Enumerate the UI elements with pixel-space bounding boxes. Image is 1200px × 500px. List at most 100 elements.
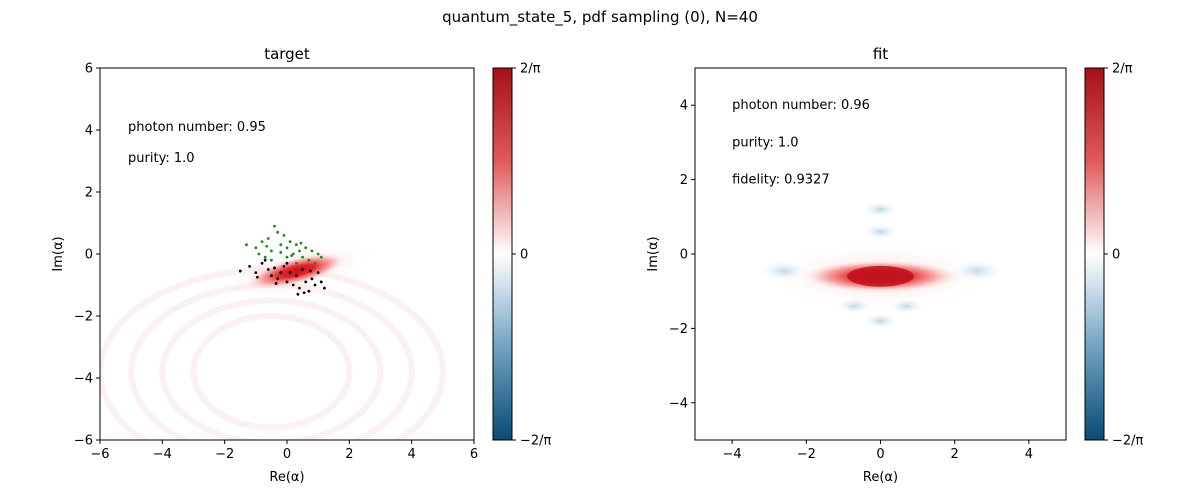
- blob-core: [244, 252, 348, 290]
- x-tick-label: 2: [951, 447, 959, 462]
- sample-point-black: [255, 275, 259, 279]
- sample-point-green: [245, 243, 248, 247]
- sample-point-black: [308, 269, 312, 273]
- sample-point-black: [307, 289, 311, 293]
- y-tick-label: −2: [669, 322, 688, 337]
- annotation-text: purity: 1.0: [732, 135, 798, 150]
- sample-point-green: [270, 249, 273, 253]
- ripple-ring: [190, 313, 353, 431]
- x-tick-label: −6: [90, 447, 109, 462]
- x-tick-label: 2: [345, 447, 353, 462]
- sample-point-black: [304, 280, 308, 284]
- sample-point-green: [288, 240, 292, 244]
- x-tick-label: −2: [215, 447, 234, 462]
- sample-point-black: [291, 283, 295, 287]
- sample-point-black: [288, 271, 292, 274]
- sample-point-black: [285, 261, 289, 265]
- annotation-text: photon number: 0.95: [128, 120, 266, 135]
- sample-point-black: [279, 271, 283, 274]
- sample-point-green: [319, 255, 323, 259]
- x-tick-label: 4: [408, 447, 416, 462]
- sample-point-green: [304, 246, 308, 250]
- sample-point-green: [313, 261, 317, 265]
- sample-point-black: [301, 268, 304, 271]
- sample-point-green: [310, 249, 314, 253]
- annotation-text: purity: 1.0: [128, 151, 194, 166]
- sample-point-green: [298, 249, 301, 253]
- colorbar-tick-label: 2/π: [1112, 62, 1133, 77]
- sample-point-black: [319, 280, 323, 284]
- sample-point-black: [296, 292, 300, 296]
- x-axis-label: Re(α): [269, 470, 304, 485]
- y-tick-label: −4: [669, 396, 688, 411]
- x-axis-label: Re(α): [863, 470, 898, 485]
- sample-point-green: [257, 252, 261, 256]
- negative-fringe: [861, 201, 900, 218]
- colorbar-tick-label: 0: [1112, 248, 1120, 263]
- sample-point-green: [285, 246, 289, 250]
- negative-fringe: [861, 223, 900, 240]
- annotation-text: fidelity: 0.9327: [732, 173, 830, 188]
- sample-point-green: [279, 251, 283, 254]
- sample-point-black: [263, 258, 267, 262]
- sample-point-green: [273, 224, 276, 228]
- sample-point-green: [290, 254, 294, 257]
- sample-point-black: [302, 291, 306, 295]
- sample-point-black: [298, 286, 301, 290]
- sample-point-green: [254, 246, 258, 250]
- sample-point-black: [313, 283, 317, 287]
- panel-fit: −4 −2 0 2 4 −4 −2 0 2 4 fit Re(α) Im(α) photon number…: [646, 45, 1144, 485]
- sample-point-green: [276, 230, 280, 234]
- blob-peak: [847, 265, 914, 287]
- sample-point-green: [307, 258, 311, 262]
- sample-point-black: [316, 271, 320, 274]
- sample-point-green: [294, 243, 298, 247]
- x-tick-label: −4: [723, 447, 742, 462]
- x-tick-label: 0: [283, 447, 291, 462]
- x-tick-label: 6: [470, 447, 478, 462]
- sample-point-black: [270, 274, 273, 278]
- y-tick-label: −6: [74, 434, 93, 449]
- y-tick-label: 2: [680, 173, 688, 188]
- y-tick-label: −2: [74, 310, 93, 325]
- y-tick-label: 2: [85, 186, 93, 201]
- y-tick-label: 4: [680, 99, 688, 114]
- y-axis-label: Im(α): [51, 236, 66, 271]
- colorbar-tick-label: −2/π: [1112, 434, 1144, 449]
- y-tick-label: −4: [74, 372, 93, 387]
- sample-point-green: [266, 237, 270, 240]
- sample-point-green: [282, 234, 286, 237]
- sample-point-black: [254, 271, 258, 274]
- sample-point-black: [323, 286, 326, 290]
- annotation-text: photon number: 0.96: [732, 98, 870, 113]
- colorbar: [492, 67, 513, 441]
- sample-point-black: [274, 282, 278, 285]
- panel-title: target: [264, 45, 310, 63]
- sample-point-green: [316, 252, 320, 256]
- sample-point-green: [299, 241, 303, 245]
- x-tick-label: 0: [876, 447, 884, 462]
- sample-point-black: [276, 277, 280, 281]
- sample-point-black: [266, 268, 270, 271]
- sample-point-black: [282, 265, 286, 268]
- y-tick-label: 0: [85, 248, 93, 263]
- colorbar-tick-label: 0: [520, 248, 528, 263]
- colorbar-tick-label: 2/π: [520, 62, 541, 77]
- figure-title: quantum_state_5, pdf sampling (0), N=40: [442, 8, 758, 27]
- sample-point-black: [248, 265, 252, 268]
- y-tick-label: 0: [680, 248, 688, 263]
- colorbar-tick-label: −2/π: [520, 434, 552, 449]
- sample-point-green: [270, 258, 273, 262]
- sample-point-green: [265, 244, 269, 248]
- panel-target: −6 −4 −2 0 2 4 6 −6 −4 −2 0 2 4 6 target Re(α) Im(α) phot…: [51, 45, 552, 485]
- sample-point-green: [260, 240, 264, 244]
- y-axis-label: Im(α): [646, 236, 661, 271]
- y-tick-label: 4: [85, 124, 93, 139]
- panel-title: fit: [873, 45, 888, 63]
- sample-point-green: [285, 255, 289, 259]
- sample-point-black: [273, 266, 276, 270]
- sample-point-black: [310, 277, 314, 281]
- x-tick-label: 4: [1025, 447, 1033, 462]
- sample-point-green: [294, 261, 298, 265]
